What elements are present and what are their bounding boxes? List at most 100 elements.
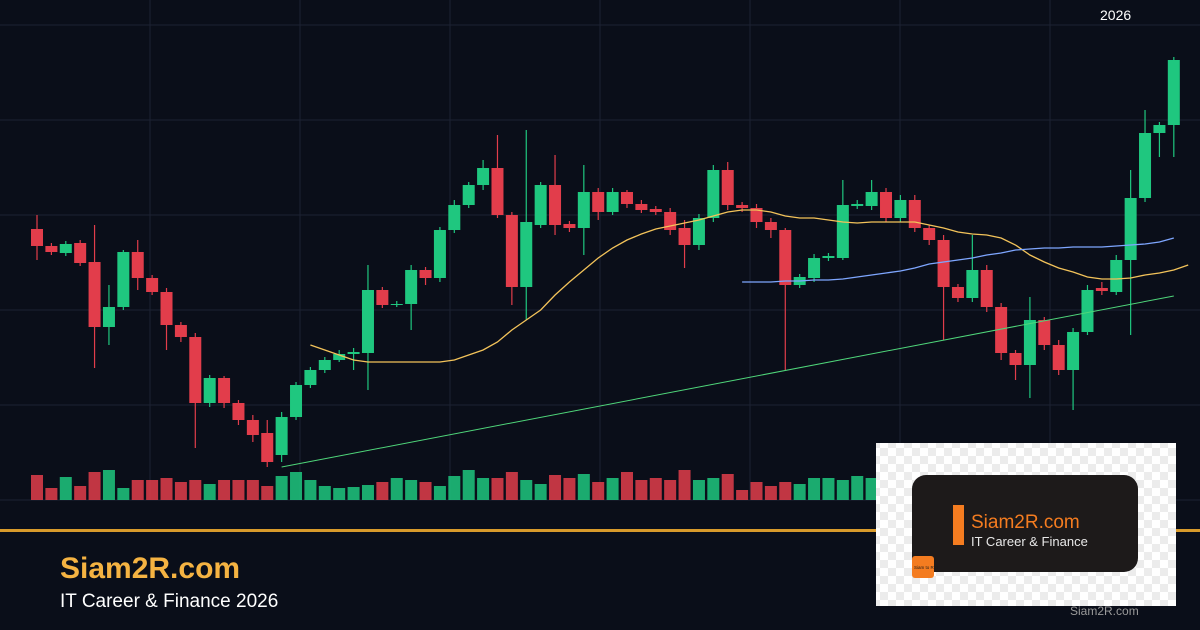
volume-bar: [707, 478, 720, 500]
volume-bar: [390, 478, 403, 500]
candle-body: [1081, 290, 1094, 332]
candle-body: [995, 307, 1008, 353]
candle-body: [31, 229, 43, 246]
volume-bar: [534, 484, 547, 500]
candle-body: [261, 433, 274, 462]
volume-bar: [865, 478, 878, 500]
candle-body: [1124, 198, 1137, 260]
candle-body: [1023, 320, 1036, 365]
volume-bar: [491, 478, 504, 500]
candle-body: [534, 185, 547, 225]
candle-body: [678, 228, 691, 245]
volume-bar: [218, 480, 231, 500]
candle-body: [808, 258, 821, 278]
volume-bar: [505, 472, 518, 500]
moving-average: [742, 237, 1174, 283]
volume-bar: [808, 478, 821, 500]
candle-body: [203, 378, 216, 403]
volume-bar: [577, 474, 590, 500]
candle-body: [923, 228, 936, 240]
candle-body: [1052, 345, 1065, 370]
volume-bar: [361, 485, 374, 500]
small-logo: [912, 556, 934, 578]
candle-body: [88, 262, 101, 327]
volume-bar: [275, 476, 288, 500]
candle-body: [1139, 133, 1152, 198]
volume-bar: [290, 472, 303, 500]
candle-body: [74, 243, 87, 263]
candle-body: [419, 270, 432, 278]
candle-body: [851, 204, 864, 206]
volume-bar: [31, 475, 43, 500]
candle-body: [174, 325, 187, 337]
volume-bar: [549, 475, 562, 500]
divider: [0, 529, 1200, 532]
moving-average: [310, 209, 1189, 363]
candle-body: [160, 292, 173, 325]
candle-body: [361, 290, 374, 353]
volume-bar: [376, 482, 389, 500]
candle-body: [318, 360, 331, 370]
candle-body: [347, 352, 360, 354]
candle-body: [1009, 353, 1022, 365]
volume-bar: [750, 482, 763, 500]
volume-bar: [246, 480, 259, 500]
candle-body: [592, 192, 605, 212]
candle-body: [908, 200, 921, 228]
volume-bar: [347, 487, 360, 500]
volume-bar: [822, 478, 835, 500]
volume-bar: [304, 480, 317, 500]
candle-body: [304, 370, 317, 385]
brand-title: Siam2R.com: [60, 552, 240, 585]
candle-body: [376, 290, 389, 305]
candle-body: [1095, 288, 1108, 291]
candle-body: [59, 244, 72, 253]
candle-body: [520, 222, 533, 287]
volume-bar: [563, 478, 576, 500]
candle-body: [477, 168, 490, 185]
candle-body: [692, 218, 705, 245]
logo-card: Siam2R.com IT Career & Finance Siam to R…: [876, 443, 1176, 618]
card-panel: [912, 475, 1138, 572]
candle-body: [549, 185, 562, 225]
candle-body: [620, 192, 633, 204]
volume-bar: [102, 470, 115, 500]
watermark: Siam2R.com: [1070, 604, 1139, 618]
candle-body: [117, 252, 130, 307]
candle-body: [649, 209, 662, 212]
candle-body: [836, 205, 849, 258]
volume-bar: [45, 488, 58, 500]
volume-bar: [620, 472, 633, 500]
candle-body: [333, 354, 346, 360]
candle-body: [1110, 260, 1123, 292]
candle-body: [290, 385, 303, 417]
volume-bar: [592, 482, 605, 500]
volume-bar: [779, 482, 792, 500]
candle-body: [1067, 332, 1080, 370]
volume-bar: [678, 470, 691, 500]
candle-body: [405, 270, 418, 304]
volume-bar: [520, 480, 533, 500]
candle-body: [45, 246, 58, 252]
candle-body: [880, 192, 893, 218]
candle-body: [102, 307, 115, 327]
candle-body: [822, 256, 835, 258]
candle-body: [1153, 125, 1166, 133]
volume-bar: [462, 470, 475, 500]
candle-body: [246, 420, 259, 435]
volume-bar: [477, 478, 490, 500]
candle-body: [779, 230, 792, 285]
candle-body: [433, 230, 446, 278]
candle-body: [218, 378, 231, 403]
candle-body: [750, 208, 763, 222]
volume-bar: [160, 478, 173, 500]
year-label: 2026: [1100, 7, 1131, 23]
candle-body: [606, 192, 619, 212]
candle-body: [275, 417, 288, 455]
volume-bar: [793, 484, 806, 500]
candle-body: [635, 204, 648, 210]
candle-body: [1038, 320, 1051, 345]
volume-bar: [59, 477, 72, 500]
candle-body: [448, 205, 461, 230]
